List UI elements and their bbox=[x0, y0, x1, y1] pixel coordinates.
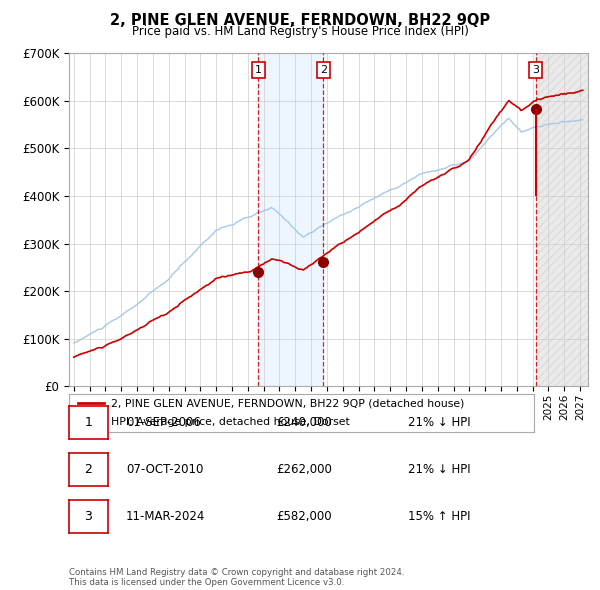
Bar bbox=[259, 53, 323, 386]
Text: 2, PINE GLEN AVENUE, FERNDOWN, BH22 9QP: 2, PINE GLEN AVENUE, FERNDOWN, BH22 9QP bbox=[110, 13, 490, 28]
Text: 11-MAR-2024: 11-MAR-2024 bbox=[126, 510, 205, 523]
Bar bbox=[536, 53, 588, 386]
Text: 3: 3 bbox=[85, 510, 92, 523]
Bar bbox=[536, 53, 588, 386]
Text: 2: 2 bbox=[320, 65, 327, 75]
Text: 07-OCT-2010: 07-OCT-2010 bbox=[126, 463, 203, 476]
Text: HPI: Average price, detached house, Dorset: HPI: Average price, detached house, Dors… bbox=[111, 417, 350, 427]
Text: 2, PINE GLEN AVENUE, FERNDOWN, BH22 9QP (detached house): 2, PINE GLEN AVENUE, FERNDOWN, BH22 9QP … bbox=[111, 398, 464, 408]
Text: 21% ↓ HPI: 21% ↓ HPI bbox=[408, 416, 470, 429]
Text: 1: 1 bbox=[255, 65, 262, 75]
Text: 1: 1 bbox=[85, 416, 92, 429]
Text: £262,000: £262,000 bbox=[276, 463, 332, 476]
Text: Price paid vs. HM Land Registry's House Price Index (HPI): Price paid vs. HM Land Registry's House … bbox=[131, 25, 469, 38]
Text: 01-SEP-2006: 01-SEP-2006 bbox=[126, 416, 201, 429]
Text: Contains HM Land Registry data © Crown copyright and database right 2024.
This d: Contains HM Land Registry data © Crown c… bbox=[69, 568, 404, 587]
Text: £582,000: £582,000 bbox=[276, 510, 332, 523]
Text: £240,000: £240,000 bbox=[276, 416, 332, 429]
Text: 2: 2 bbox=[85, 463, 92, 476]
Text: 3: 3 bbox=[532, 65, 539, 75]
Text: 21% ↓ HPI: 21% ↓ HPI bbox=[408, 463, 470, 476]
Text: 15% ↑ HPI: 15% ↑ HPI bbox=[408, 510, 470, 523]
